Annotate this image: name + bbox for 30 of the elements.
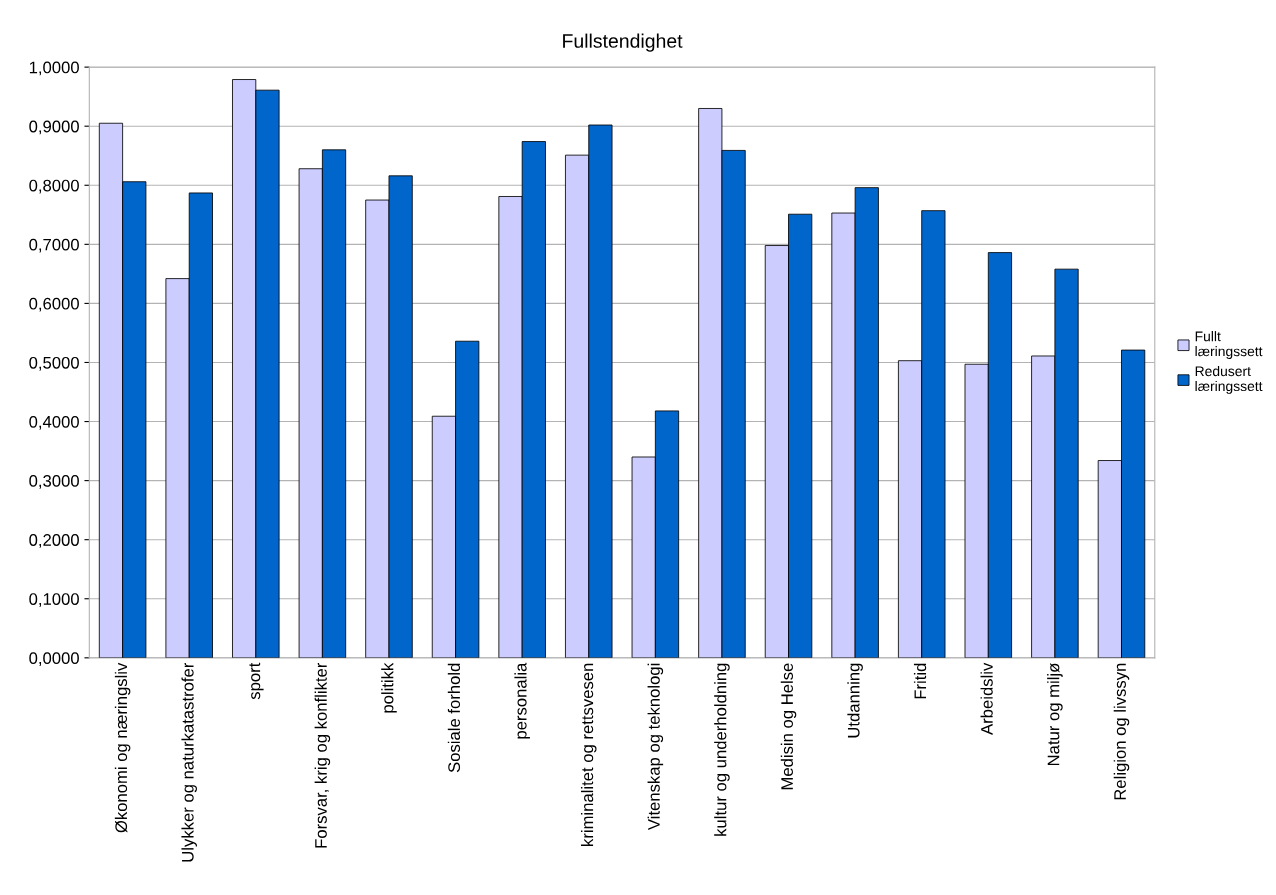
legend-label: Fullt læringssett [1195,331,1263,359]
y-tick-label: 0,6000 [29,297,79,312]
legend-label: Redusert læringssett [1195,365,1263,394]
x-tick-label: Fritid [913,663,927,699]
x-tick-label: personalia [514,662,530,739]
y-tick-label: 0,8000 [29,179,79,194]
y-tick-label: 0,3000 [29,475,79,489]
x-tick-label: politikk [381,662,397,713]
y-tick-label: 0,7000 [29,238,79,253]
y-tick-label: 0,4000 [29,415,79,430]
y-tick-label: 1,0000 [29,61,79,76]
x-tick-label: Religion og livssyn [1113,663,1130,800]
x-tick-label: Ulykker og naturkatastrofer [181,662,197,862]
x-tick-label: Sosiale forhold [447,663,461,773]
y-tick-label: 0,1000 [29,593,79,607]
y-tick-label: 0,5000 [29,356,79,371]
x-tick-label: sport [249,662,264,700]
x-tick-label: Forsvar, krig og konflikter [314,662,331,848]
x-tick-label: Natur og miljø [1047,663,1063,766]
x-tick-label: Vitenskap og teknologi [647,663,664,831]
chart-title: Fullstendighet [563,33,683,52]
y-tick-label: 0,2000 [29,534,79,548]
x-tick-label: Økonomi og næringsliv [114,662,131,833]
x-tick-label: kriminalitet og rettsvesen [580,663,597,846]
x-tick-label: Medisin og Helse [780,663,797,790]
y-tick-label: 0,9000 [29,120,79,135]
x-tick-label: kultur og underholdning [714,663,730,836]
y-tick-label: 0,0000 [29,652,79,666]
x-tick-label: Arbeidsliv [980,662,993,735]
x-tick-label: Utdanning [847,663,863,738]
